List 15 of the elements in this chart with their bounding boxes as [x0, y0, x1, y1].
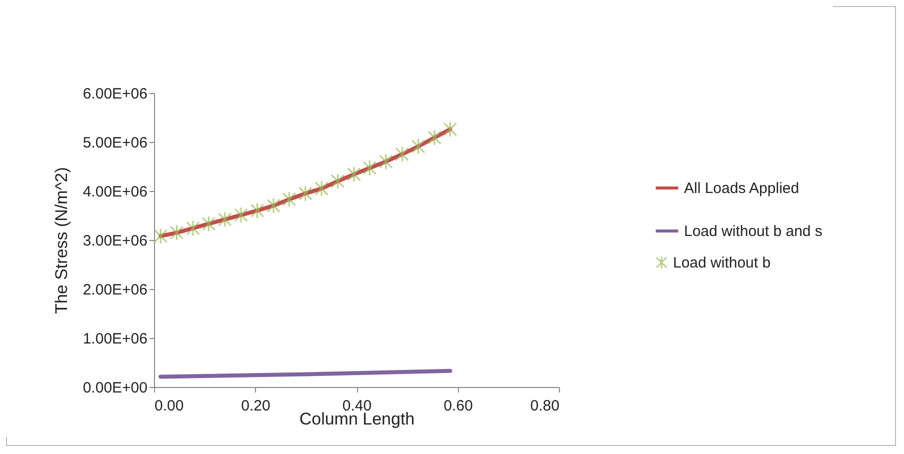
legend-label: All Loads Applied: [684, 180, 800, 197]
x-tick-label: 0.80: [530, 398, 560, 414]
x-tick-label: 0.00: [154, 398, 184, 414]
legend-label: Load without b: [673, 254, 771, 272]
legend-label: Load without b and s: [684, 223, 822, 240]
x-tick-label: 0.20: [241, 398, 270, 414]
y-tick-label: 5.00E+06: [82, 134, 148, 152]
y-tick-label: 0.00E+00: [82, 380, 148, 396]
y-tick-label: 2.00E+06: [82, 282, 148, 298]
x-tick-label: 0.60: [444, 398, 473, 414]
y-tick-label: 4.00E+06: [82, 184, 148, 200]
y-tick-label: 6.00E+06: [82, 86, 148, 102]
y-axis-title: The Stress (N/m^2): [52, 167, 71, 314]
y-tick-label: 1.00E+06: [82, 330, 148, 348]
y-tick-label: 3.00E+06: [82, 232, 148, 250]
